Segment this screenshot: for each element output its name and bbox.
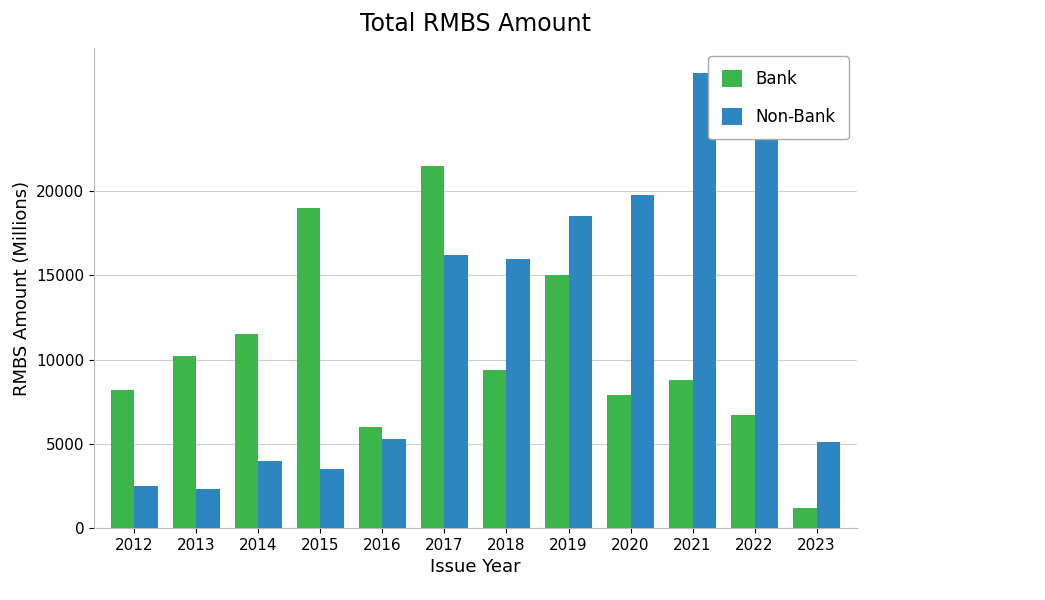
Bar [793, 508, 816, 528]
Bar [754, 82, 779, 528]
Bar [483, 370, 507, 528]
Bar [544, 275, 568, 528]
Bar [568, 217, 593, 528]
Bar [421, 166, 444, 528]
Bar [444, 255, 468, 528]
Legend: Bank, Non-Bank: Bank, Non-Bank [709, 56, 849, 139]
Bar [172, 356, 196, 528]
Bar [321, 469, 344, 528]
Bar [507, 259, 530, 528]
Bar [382, 439, 407, 528]
Title: Total RMBS Amount: Total RMBS Amount [359, 13, 591, 37]
Bar [196, 489, 219, 528]
Bar [358, 427, 382, 528]
Bar [669, 380, 693, 528]
Y-axis label: RMBS Amount (Millions): RMBS Amount (Millions) [13, 181, 30, 395]
Bar [235, 334, 258, 528]
Bar [630, 194, 654, 528]
Bar [732, 415, 754, 528]
Bar [111, 390, 135, 528]
Bar [693, 73, 716, 528]
X-axis label: Issue Year: Issue Year [431, 558, 520, 576]
Bar [816, 442, 840, 528]
Bar [135, 486, 158, 528]
Bar [258, 461, 282, 528]
Bar [607, 395, 630, 528]
Bar [297, 208, 321, 528]
